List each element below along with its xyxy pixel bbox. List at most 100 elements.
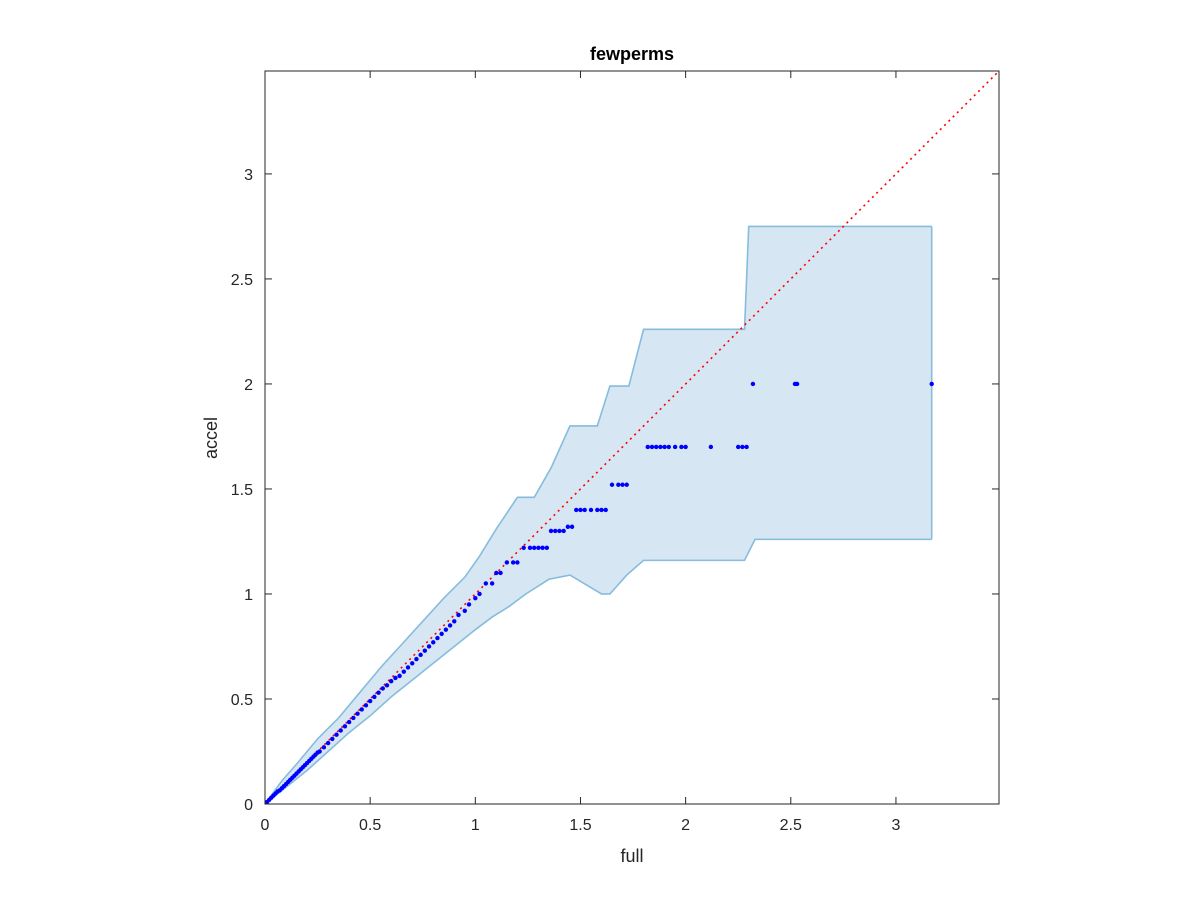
data-point xyxy=(929,381,934,387)
data-point xyxy=(578,507,583,513)
data-point xyxy=(736,444,741,450)
data-point xyxy=(447,623,453,628)
data-point xyxy=(561,528,566,534)
data-point xyxy=(351,715,356,721)
data-point xyxy=(443,627,449,632)
band-upper-edge xyxy=(264,225,932,805)
data-point xyxy=(388,678,394,684)
data-point xyxy=(498,570,503,576)
data-point xyxy=(653,444,659,450)
data-point xyxy=(393,675,398,681)
x-tick-label: 2 xyxy=(681,817,690,834)
data-point xyxy=(794,381,800,387)
data-point xyxy=(540,545,545,550)
data-point xyxy=(672,444,678,450)
data-point xyxy=(666,444,672,450)
data-point xyxy=(439,631,444,637)
data-point xyxy=(380,686,385,691)
data-point xyxy=(346,719,352,725)
data-point xyxy=(426,644,432,649)
data-point xyxy=(679,444,684,450)
data-point xyxy=(325,740,331,746)
x-tick-label: 0 xyxy=(261,817,270,834)
chart-title: fewperms xyxy=(590,44,674,64)
data-point xyxy=(473,595,478,601)
data-point xyxy=(662,444,667,450)
data-point xyxy=(609,482,615,487)
data-point xyxy=(338,728,343,733)
data-point xyxy=(616,482,621,487)
data-point xyxy=(466,602,472,607)
data-point xyxy=(574,507,579,513)
data-point xyxy=(330,736,335,742)
data-point xyxy=(645,444,650,450)
data-point xyxy=(410,661,415,666)
y-axis-label: accel xyxy=(201,417,221,459)
data-point xyxy=(483,581,489,586)
data-point xyxy=(683,444,688,450)
data-point xyxy=(321,745,327,750)
x-axis-label: full xyxy=(620,846,643,866)
data-point xyxy=(317,749,322,754)
data-point xyxy=(544,545,550,550)
data-point xyxy=(359,707,364,712)
data-point xyxy=(477,591,482,597)
data-point xyxy=(355,711,360,716)
data-point xyxy=(367,698,373,704)
data-point xyxy=(620,482,625,487)
data-point xyxy=(708,444,714,450)
data-point xyxy=(624,482,629,487)
data-point xyxy=(384,683,390,688)
data-point xyxy=(740,444,745,450)
data-point xyxy=(599,507,604,513)
data-point xyxy=(452,619,457,624)
data-point xyxy=(595,507,600,513)
data-point xyxy=(658,444,663,450)
axes-box xyxy=(264,70,1000,805)
data-point xyxy=(521,545,526,550)
plot-area xyxy=(264,70,1000,805)
data-point xyxy=(548,528,554,534)
data-point xyxy=(489,581,495,586)
data-point xyxy=(342,724,348,729)
data-point xyxy=(334,732,339,737)
data-point xyxy=(744,444,749,450)
data-point xyxy=(435,635,440,641)
y-tick-label: 2 xyxy=(244,377,253,394)
y-tick-label: 3 xyxy=(244,167,253,184)
data-point xyxy=(750,381,756,387)
reference-line xyxy=(264,70,1000,805)
data-point xyxy=(649,444,655,450)
data-point xyxy=(557,528,562,534)
y-tick-label: 2.5 xyxy=(231,272,253,289)
x-tick-label: 3 xyxy=(891,817,900,834)
data-point xyxy=(565,524,571,529)
data-point xyxy=(582,507,587,513)
x-tick-label: 2.5 xyxy=(780,817,802,834)
x-tick-label: 1 xyxy=(471,817,480,834)
x-tick-label: 0.5 xyxy=(359,817,381,834)
data-point xyxy=(494,570,499,576)
data-point xyxy=(401,669,407,674)
data-point xyxy=(462,608,467,613)
data-point xyxy=(397,673,402,679)
data-point xyxy=(372,694,377,700)
band-lower-edge xyxy=(264,538,932,805)
y-tick-label: 0.5 xyxy=(231,692,253,709)
y-tick-label: 1 xyxy=(244,587,253,604)
data-point xyxy=(553,528,558,534)
data-point xyxy=(418,652,423,658)
x-tick-label: 1.5 xyxy=(569,817,591,834)
data-point xyxy=(536,545,541,550)
data-point xyxy=(405,665,411,670)
data-point xyxy=(363,703,369,708)
data-point xyxy=(414,656,419,662)
y-tick-label: 1.5 xyxy=(231,482,253,499)
data-point xyxy=(515,560,520,565)
data-point xyxy=(376,690,381,695)
data-point xyxy=(569,524,575,529)
confidence-band xyxy=(265,226,932,804)
data-point xyxy=(603,507,608,513)
data-point xyxy=(588,507,594,513)
